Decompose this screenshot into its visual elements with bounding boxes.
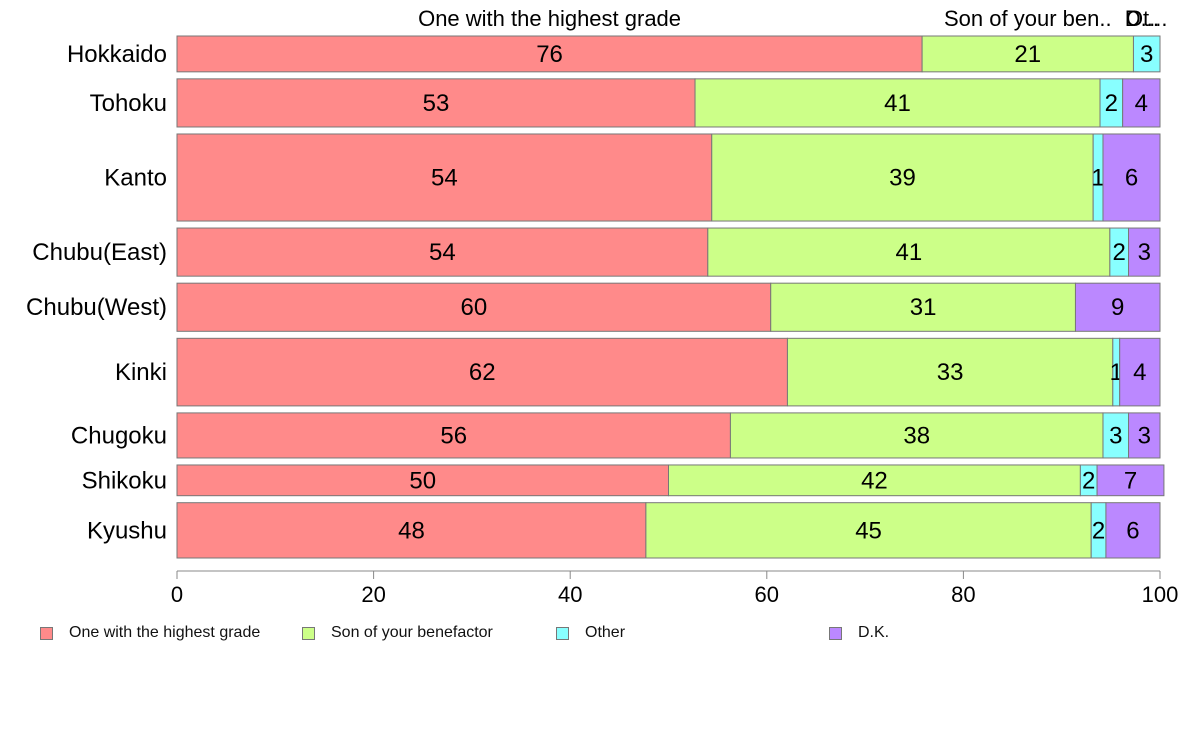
data-label-shikoku-son-of-your-benefactor: 42	[861, 467, 888, 494]
data-label-kanto-one-with-the-highest-grade: 54	[431, 165, 458, 192]
bar-tohoku-d-k	[1122, 78, 1161, 128]
data-label-hokkaido-one-with-the-highest-grade: 76	[536, 41, 563, 68]
data-label-chubu-east-d-k: 3	[1138, 239, 1151, 266]
legend-item-other: Other	[556, 624, 625, 642]
legend-item-son-of-your-benefactor: Son of your benefactor	[302, 624, 493, 642]
bars-group: 76 21 353 41 2 454 39 1 654 41 2 360 31 962 33 1 456 38 3 3…	[176, 35, 1165, 559]
x-tick-label-100: 100	[1142, 582, 1179, 607]
data-label-shikoku-d-k: 7	[1124, 467, 1137, 494]
bar-kanto-one-with-the-highest-grade	[176, 133, 713, 222]
top-label-son-of-your-benefactor: Son of your ben..	[944, 6, 1112, 31]
bar-kinki-d-k	[1119, 337, 1161, 407]
data-label-kyushu-one-with-the-highest-grade: 48	[398, 517, 425, 544]
data-label-kanto-other: 1	[1091, 165, 1104, 192]
x-tick-label-40: 40	[558, 582, 582, 607]
bar-chugoku-one-with-the-highest-grade	[176, 412, 731, 459]
data-label-tohoku-son-of-your-benefactor: 41	[884, 90, 911, 117]
legend: One with the highest grade Son of your be…	[40, 624, 1180, 644]
category-label-kanto: Kanto	[104, 165, 167, 192]
data-label-chubu-west-son-of-your-benefactor: 31	[910, 294, 937, 321]
legend-swatch	[40, 626, 53, 640]
x-tick-label-0: 0	[171, 582, 183, 607]
data-label-kyushu-d-k: 6	[1126, 517, 1139, 544]
bar-chubu-west-son-of-your-benefactor	[770, 282, 1076, 332]
x-axis: 0 20 40 60 80 100	[171, 570, 1179, 607]
legend-label: Son of your benefactor	[331, 624, 493, 641]
category-label-kyushu: Kyushu	[87, 517, 167, 544]
data-label-tohoku-other: 2	[1105, 90, 1118, 117]
bar-chubu-west-one-with-the-highest-grade	[176, 282, 772, 332]
category-label-chubu-west: Chubu(West)	[26, 294, 167, 321]
bar-chugoku-other	[1102, 412, 1130, 459]
bar-kanto-son-of-your-benefactor	[711, 133, 1094, 222]
bar-chubu-east-one-with-the-highest-grade	[176, 227, 709, 277]
category-label-chubu-east: Chubu(East)	[32, 239, 167, 266]
legend-swatch	[302, 626, 315, 640]
bar-kanto-d-k	[1102, 133, 1161, 222]
bar-hokkaido-one-with-the-highest-grade	[176, 35, 923, 73]
data-label-chubu-east-one-with-the-highest-grade: 54	[429, 239, 456, 266]
data-label-kanto-son-of-your-benefactor: 39	[889, 165, 916, 192]
data-label-chubu-west-d-k: 9	[1111, 294, 1124, 321]
bar-tohoku-one-with-the-highest-grade	[176, 78, 696, 128]
column-header-labels: One with the highest grade Son of your be…	[418, 6, 1167, 31]
bar-kyushu-d-k	[1105, 502, 1161, 559]
legend-item-one-with-the-highest-grade: One with the highest grade	[40, 624, 260, 642]
category-labels: Hokkaido Tohoku Kanto Chubu(East) Chubu(West…	[26, 41, 167, 544]
legend-label: One with the highest grade	[69, 624, 261, 641]
x-tick-label-20: 20	[361, 582, 385, 607]
bar-chubu-east-d-k	[1128, 227, 1161, 277]
data-label-kinki-d-k: 4	[1133, 359, 1146, 386]
bar-kyushu-one-with-the-highest-grade	[176, 502, 647, 559]
bar-chubu-west-d-k	[1074, 282, 1161, 332]
data-label-hokkaido-son-of-your-benefactor: 21	[1014, 41, 1041, 68]
legend-label: D.K.	[858, 624, 890, 641]
top-label-one-with-the-highest-grade: One with the highest grade	[418, 6, 681, 31]
bar-shikoku-d-k	[1096, 464, 1165, 497]
top-label-d-k: D...	[1125, 6, 1159, 31]
data-label-tohoku-one-with-the-highest-grade: 53	[423, 90, 450, 117]
category-label-kinki: Kinki	[115, 359, 167, 386]
data-label-kinki-son-of-your-benefactor: 33	[937, 359, 964, 386]
bar-chugoku-d-k	[1128, 412, 1161, 459]
legend-swatch	[556, 626, 569, 640]
bar-chugoku-son-of-your-benefactor	[729, 412, 1104, 459]
data-label-chugoku-one-with-the-highest-grade: 56	[440, 422, 467, 449]
data-label-chubu-east-other: 2	[1113, 239, 1126, 266]
top-label-other: Ot...	[1126, 6, 1168, 31]
category-label-shikoku: Shikoku	[82, 467, 167, 494]
bar-chubu-east-son-of-your-benefactor	[707, 227, 1111, 277]
legend-item-d-k: D.K.	[829, 624, 889, 642]
legend-label: Other	[585, 624, 626, 641]
category-label-chugoku: Chugoku	[71, 422, 167, 449]
bar-kinki-son-of-your-benefactor	[786, 337, 1114, 407]
data-label-chubu-east-son-of-your-benefactor: 41	[895, 239, 922, 266]
x-tick-label-80: 80	[951, 582, 975, 607]
data-label-chubu-west-one-with-the-highest-grade: 60	[461, 294, 488, 321]
bar-hokkaido-other	[1132, 35, 1161, 73]
data-label-tohoku-d-k: 4	[1135, 90, 1148, 117]
data-label-kyushu-son-of-your-benefactor: 45	[855, 517, 882, 544]
x-tick-label-60: 60	[755, 582, 779, 607]
category-label-hokkaido: Hokkaido	[67, 41, 167, 68]
bar-tohoku-son-of-your-benefactor	[694, 78, 1101, 128]
data-label-chugoku-other: 3	[1109, 422, 1122, 449]
bar-shikoku-son-of-your-benefactor	[668, 464, 1081, 497]
data-label-chugoku-d-k: 3	[1138, 422, 1151, 449]
data-label-kyushu-other: 2	[1092, 517, 1105, 544]
data-label-shikoku-other: 2	[1082, 467, 1095, 494]
data-label-kanto-d-k: 6	[1125, 165, 1138, 192]
category-label-tohoku: Tohoku	[90, 90, 167, 117]
data-label-chugoku-son-of-your-benefactor: 38	[903, 422, 930, 449]
data-label-kinki-one-with-the-highest-grade: 62	[469, 359, 496, 386]
legend-swatch	[829, 626, 842, 640]
data-label-hokkaido-other: 3	[1140, 41, 1153, 68]
data-label-shikoku-one-with-the-highest-grade: 50	[409, 467, 436, 494]
